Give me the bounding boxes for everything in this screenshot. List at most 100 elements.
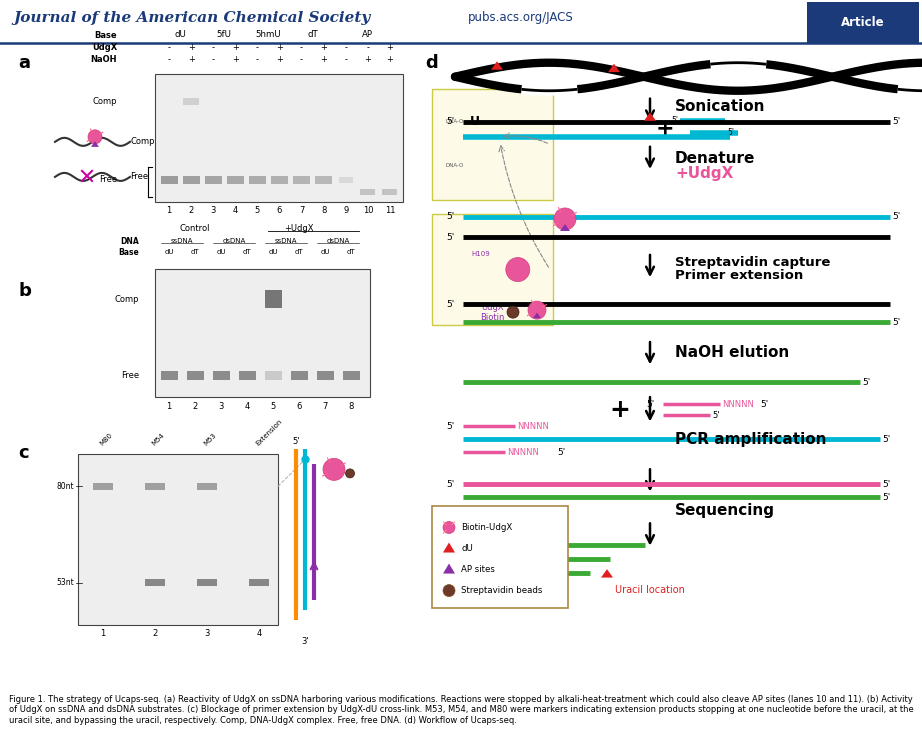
Text: DNA: DNA bbox=[120, 236, 139, 245]
Text: UdgX: UdgX bbox=[92, 43, 117, 52]
Text: 4: 4 bbox=[256, 630, 262, 638]
Text: 5': 5' bbox=[646, 400, 655, 409]
FancyBboxPatch shape bbox=[186, 370, 204, 380]
Text: +: + bbox=[386, 43, 394, 52]
Polygon shape bbox=[533, 312, 541, 318]
Text: a: a bbox=[18, 53, 30, 72]
Text: 4: 4 bbox=[232, 206, 238, 215]
Text: 53nt: 53nt bbox=[56, 578, 74, 587]
Text: +: + bbox=[188, 43, 195, 52]
Text: -: - bbox=[300, 55, 303, 64]
Text: +: + bbox=[656, 119, 674, 139]
Text: Sonication: Sonication bbox=[675, 99, 765, 114]
Text: PCR amplification: PCR amplification bbox=[675, 431, 826, 447]
FancyBboxPatch shape bbox=[155, 269, 370, 398]
Text: 5': 5' bbox=[447, 212, 455, 221]
Text: Comp: Comp bbox=[114, 294, 139, 303]
Text: +: + bbox=[276, 43, 283, 52]
Text: Base: Base bbox=[94, 31, 117, 40]
Text: dT: dT bbox=[307, 30, 318, 39]
Text: dT: dT bbox=[295, 249, 303, 255]
Text: -: - bbox=[344, 43, 348, 52]
Text: 5': 5' bbox=[862, 378, 870, 387]
Text: 1: 1 bbox=[100, 630, 106, 638]
Text: M80: M80 bbox=[99, 431, 113, 447]
Text: dT: dT bbox=[242, 249, 252, 255]
Text: 6: 6 bbox=[296, 402, 301, 411]
Text: -: - bbox=[256, 43, 259, 52]
Text: 3: 3 bbox=[219, 402, 224, 411]
Text: Denature: Denature bbox=[675, 151, 755, 166]
Text: NNNNN: NNNNN bbox=[507, 448, 538, 457]
Circle shape bbox=[507, 306, 519, 318]
Text: 5: 5 bbox=[270, 402, 276, 411]
Circle shape bbox=[88, 130, 102, 144]
Text: 5': 5' bbox=[447, 300, 455, 309]
Text: Free: Free bbox=[99, 175, 117, 184]
Text: 3': 3' bbox=[301, 637, 309, 645]
Text: dsDNA: dsDNA bbox=[222, 238, 245, 244]
Text: 1: 1 bbox=[166, 206, 171, 215]
FancyBboxPatch shape bbox=[239, 370, 255, 380]
Text: 80nt: 80nt bbox=[56, 482, 74, 491]
Polygon shape bbox=[443, 542, 455, 553]
Text: dU: dU bbox=[217, 249, 226, 255]
Text: 10: 10 bbox=[362, 206, 373, 215]
FancyBboxPatch shape bbox=[432, 214, 553, 325]
Text: 5': 5' bbox=[447, 422, 455, 431]
FancyBboxPatch shape bbox=[249, 176, 266, 184]
Text: H109: H109 bbox=[472, 251, 491, 257]
Text: dU: dU bbox=[268, 249, 278, 255]
FancyBboxPatch shape bbox=[183, 176, 199, 184]
Text: Streptavidin capture: Streptavidin capture bbox=[675, 255, 831, 269]
Text: ssDNA: ssDNA bbox=[275, 238, 297, 244]
Text: 7: 7 bbox=[323, 402, 327, 411]
Polygon shape bbox=[644, 112, 656, 120]
FancyBboxPatch shape bbox=[160, 176, 178, 184]
Text: 11: 11 bbox=[384, 206, 396, 215]
FancyBboxPatch shape bbox=[145, 579, 165, 586]
Text: NaOH elution: NaOH elution bbox=[675, 345, 789, 360]
Circle shape bbox=[443, 584, 455, 596]
Polygon shape bbox=[560, 224, 570, 231]
Circle shape bbox=[554, 208, 576, 230]
Polygon shape bbox=[491, 61, 503, 70]
FancyBboxPatch shape bbox=[249, 579, 269, 586]
FancyBboxPatch shape bbox=[361, 189, 375, 195]
Text: 5': 5' bbox=[882, 480, 891, 489]
FancyBboxPatch shape bbox=[293, 176, 310, 184]
Text: -: - bbox=[168, 55, 171, 64]
FancyBboxPatch shape bbox=[383, 189, 397, 195]
Text: 5': 5' bbox=[892, 117, 900, 127]
Text: 5': 5' bbox=[671, 116, 678, 125]
Text: 5': 5' bbox=[882, 434, 891, 444]
FancyBboxPatch shape bbox=[227, 176, 243, 184]
Circle shape bbox=[443, 522, 455, 533]
FancyBboxPatch shape bbox=[160, 370, 178, 380]
Text: 5: 5 bbox=[254, 206, 260, 215]
Text: pubs.acs.org/JACS: pubs.acs.org/JACS bbox=[468, 11, 573, 24]
Text: 5': 5' bbox=[892, 318, 900, 327]
Circle shape bbox=[346, 469, 354, 478]
Text: 4: 4 bbox=[244, 402, 250, 411]
Text: +: + bbox=[364, 55, 372, 64]
FancyBboxPatch shape bbox=[183, 99, 199, 105]
Text: -: - bbox=[212, 55, 215, 64]
Text: 8: 8 bbox=[321, 206, 326, 215]
Text: +: + bbox=[320, 43, 327, 52]
FancyBboxPatch shape bbox=[265, 370, 281, 380]
Text: 7: 7 bbox=[299, 206, 304, 215]
Text: 5': 5' bbox=[557, 448, 565, 457]
Text: 5': 5' bbox=[882, 493, 891, 502]
Text: 2: 2 bbox=[152, 630, 158, 638]
Text: -: - bbox=[300, 43, 303, 52]
Text: 5': 5' bbox=[292, 437, 300, 447]
Text: NaOH: NaOH bbox=[90, 55, 117, 64]
Text: 3: 3 bbox=[210, 206, 216, 215]
Text: +UdgX: +UdgX bbox=[675, 166, 733, 181]
Text: -: - bbox=[344, 55, 348, 64]
Text: Extension: Extension bbox=[254, 418, 283, 447]
Text: d: d bbox=[425, 53, 438, 72]
Text: -: - bbox=[168, 43, 171, 52]
FancyBboxPatch shape bbox=[338, 177, 353, 183]
